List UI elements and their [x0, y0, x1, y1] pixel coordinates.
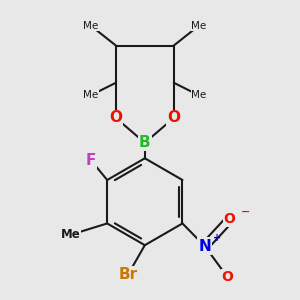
Text: O: O	[224, 212, 236, 226]
Text: F: F	[86, 153, 96, 168]
Text: Me: Me	[191, 90, 206, 100]
Text: Me: Me	[83, 90, 99, 100]
Text: O: O	[167, 110, 180, 125]
Text: Me: Me	[61, 228, 80, 241]
Text: +: +	[213, 233, 221, 243]
Text: B: B	[139, 135, 151, 150]
Text: Me: Me	[191, 21, 206, 31]
Text: Me: Me	[83, 21, 99, 31]
Text: −: −	[241, 207, 250, 217]
Text: Br: Br	[119, 267, 138, 282]
Text: N: N	[199, 239, 211, 254]
Text: O: O	[222, 270, 233, 284]
Text: O: O	[110, 110, 122, 125]
